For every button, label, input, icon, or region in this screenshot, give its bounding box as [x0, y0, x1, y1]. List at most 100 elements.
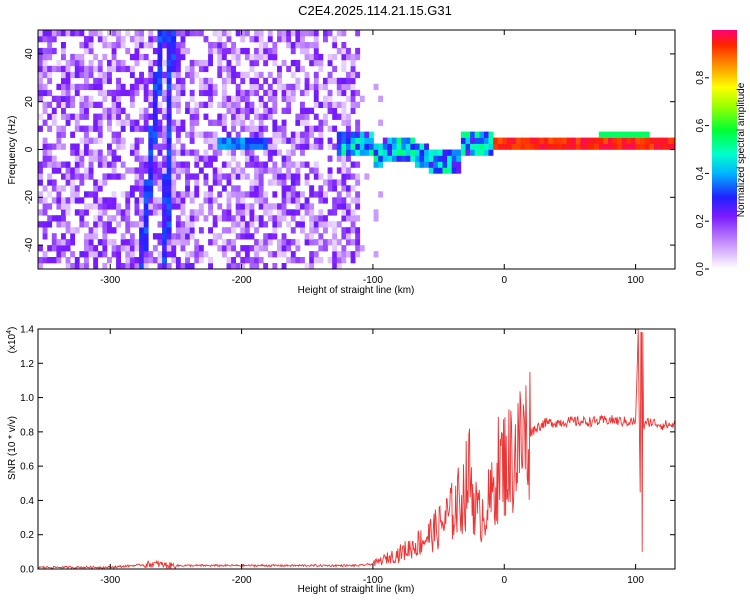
- heatmap-cell: [162, 137, 167, 144]
- heatmap-cell: [70, 185, 76, 192]
- heatmap-cell: [295, 239, 301, 246]
- heatmap-cell: [88, 42, 94, 49]
- heatmap-cell: [194, 107, 200, 114]
- heatmap-cell: [277, 203, 282, 210]
- heatmap-cell: [139, 161, 144, 168]
- heatmap-cell: [226, 161, 232, 168]
- heatmap-cell: [139, 251, 144, 258]
- heatmap-cell: [208, 185, 213, 192]
- heatmap-cell: [189, 197, 195, 204]
- heatmap-cell: [304, 173, 310, 180]
- heatmap-cell: [258, 125, 264, 132]
- heatmap-cell: [102, 233, 108, 240]
- heatmap-cell: [88, 191, 94, 198]
- heatmap-cell: [189, 65, 195, 73]
- heatmap-cell: [171, 251, 177, 258]
- heatmap-cell: [171, 245, 177, 252]
- heatmap-cell: [456, 149, 462, 156]
- heatmap-cell: [479, 131, 485, 138]
- heatmap-cell: [313, 137, 319, 144]
- heatmap-cell: [355, 233, 361, 240]
- heatmap-cell: [61, 83, 66, 91]
- heatmap-cell: [139, 257, 144, 264]
- heatmap-cell: [185, 161, 190, 168]
- heatmap-cell: [203, 59, 209, 67]
- heatmap-cell: [185, 71, 190, 79]
- heatmap-cell: [580, 137, 586, 144]
- heatmap-cell: [631, 131, 636, 138]
- heatmap-cell: [240, 149, 246, 156]
- x-tick-label: 0: [501, 275, 507, 286]
- heatmap-cell: [249, 59, 255, 67]
- heatmap-cell: [84, 71, 89, 79]
- heatmap-cell: [258, 197, 264, 204]
- heatmap-cell: [272, 107, 278, 114]
- heatmap-cell: [79, 107, 85, 114]
- heatmap-cell: [139, 36, 144, 43]
- heatmap-cell: [272, 53, 278, 61]
- heatmap-cell: [244, 30, 250, 37]
- heatmap-cell: [254, 263, 259, 269]
- heatmap-cell: [226, 179, 232, 186]
- heatmap-cell: [295, 30, 301, 37]
- heatmap-cell: [162, 197, 167, 204]
- heatmap-cell: [116, 83, 121, 91]
- heatmap-cell: [42, 107, 48, 114]
- heatmap-cell: [152, 113, 158, 120]
- snr-frame: [37, 328, 676, 570]
- heatmap-cell: [61, 53, 66, 61]
- heatmap-cell: [350, 53, 356, 61]
- heatmap-cell: [111, 53, 117, 61]
- heatmap-cell: [102, 95, 108, 102]
- heatmap-cell: [70, 59, 76, 67]
- heatmap-cell: [208, 143, 213, 150]
- heatmap-cell: [175, 263, 181, 269]
- heatmap-cell: [189, 119, 195, 126]
- heatmap-cell: [194, 101, 200, 108]
- heatmap-cell: [341, 107, 347, 114]
- heatmap-cell: [226, 107, 232, 114]
- heatmap-cell: [313, 167, 319, 174]
- heatmap-cell: [231, 47, 236, 55]
- y-tick-label: 1.4: [20, 325, 34, 336]
- heatmap-cell: [125, 191, 131, 198]
- heatmap-cell: [617, 137, 623, 144]
- heatmap-cell: [263, 161, 269, 168]
- heatmap-cell: [148, 42, 154, 49]
- heatmap-cell: [392, 143, 397, 150]
- heatmap-cell: [290, 173, 296, 180]
- heatmap-cell: [355, 215, 361, 222]
- heatmap-cell: [244, 89, 250, 97]
- heatmap-cell: [231, 95, 236, 102]
- heatmap-cell: [162, 221, 167, 228]
- heatmap-cell: [42, 185, 48, 192]
- heatmap-cell: [129, 95, 135, 102]
- heatmap-cell: [198, 59, 204, 67]
- heatmap-cell: [364, 137, 370, 144]
- heatmap-cell: [447, 155, 452, 162]
- heatmap-cell: [74, 89, 80, 97]
- heatmap-cell: [281, 191, 287, 198]
- heatmap-cell: [300, 119, 305, 126]
- heatmap-cell: [378, 191, 384, 198]
- heatmap-cell: [148, 155, 154, 162]
- heatmap-cell: [235, 209, 241, 216]
- heatmap-cell: [231, 257, 236, 264]
- heatmap-cell: [74, 161, 80, 168]
- heatmap-cell: [244, 101, 250, 108]
- heatmap-cell: [175, 71, 181, 79]
- heatmap-cell: [355, 245, 361, 252]
- heatmap-cell: [221, 89, 227, 97]
- heatmap-cell: [309, 83, 315, 91]
- heatmap-cell: [598, 143, 604, 150]
- heatmap-cell: [194, 30, 200, 37]
- heatmap-cell: [162, 36, 167, 43]
- heatmap-cell: [506, 137, 512, 144]
- heatmap-cell: [240, 227, 246, 234]
- heatmap-cell: [139, 125, 144, 132]
- heatmap-cell: [166, 71, 172, 79]
- heatmap-cell: [336, 131, 342, 138]
- heatmap-cell: [47, 65, 53, 73]
- heatmap-cell: [318, 65, 324, 73]
- heatmap-cell: [336, 101, 342, 108]
